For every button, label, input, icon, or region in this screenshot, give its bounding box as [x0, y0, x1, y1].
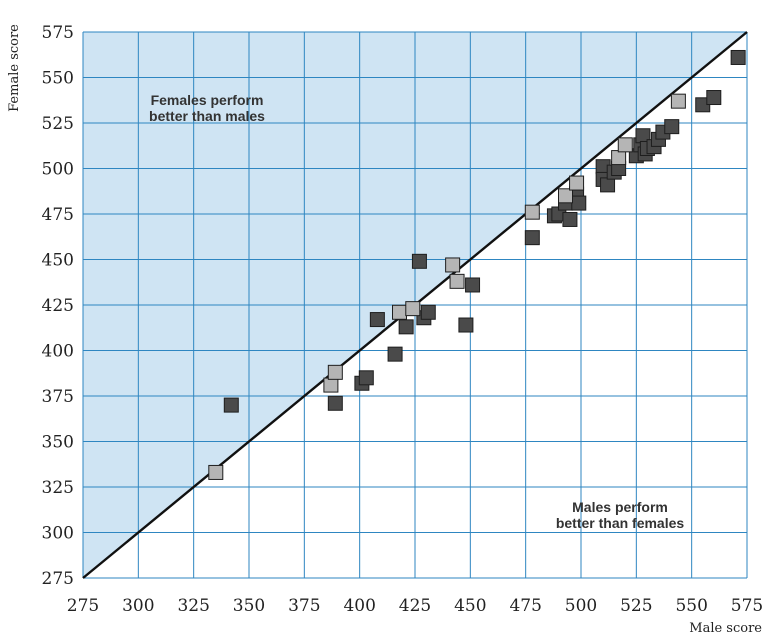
data-points [208, 49, 746, 480]
upper-region-label-line1: Females perform [151, 92, 264, 108]
light-square-point [670, 93, 686, 109]
upper-region-label-line2: better than males [149, 108, 265, 124]
y-tick-label: 500 [42, 160, 74, 180]
dark-square-point [562, 211, 578, 227]
lower-region-label-line2: better than females [556, 515, 685, 531]
y-tick-label: 350 [42, 433, 74, 453]
dark-square-point [664, 119, 680, 135]
light-square-point [323, 377, 339, 393]
y-tick-label: 400 [42, 342, 74, 362]
x-tick-label: 475 [509, 596, 541, 616]
dark-square-point [465, 277, 481, 293]
dark-square-point [327, 395, 343, 411]
dark-square-point [524, 230, 540, 246]
light-square-point [327, 364, 343, 380]
light-square-point [392, 304, 408, 320]
y-tick-label: 525 [42, 114, 74, 134]
y-tick-label: 300 [42, 524, 74, 544]
light-square-point [569, 175, 585, 191]
y-tick-label: 550 [42, 69, 74, 89]
light-square-point [524, 204, 540, 220]
x-tick-label: 425 [399, 596, 431, 616]
x-tick-label: 350 [233, 596, 265, 616]
x-tick-label: 375 [288, 596, 320, 616]
dark-square-point [411, 253, 427, 269]
tick-labels: 275 300 325 350 375 400 425 450 475 500 525 550 575 2… [42, 23, 764, 616]
y-tick-label: 375 [42, 387, 74, 407]
grid [82, 31, 748, 579]
y-tick-label: 575 [42, 23, 74, 43]
x-tick-label: 300 [122, 596, 154, 616]
light-square-point [558, 188, 574, 204]
dark-square-point [223, 397, 239, 413]
y-tick-label: 475 [42, 205, 74, 225]
x-tick-label: 575 [731, 596, 763, 616]
dark-square-point [571, 195, 587, 211]
x-tick-label: 500 [565, 596, 597, 616]
light-square-point [617, 137, 633, 153]
dark-square-point [369, 312, 385, 328]
x-tick-label: 325 [177, 596, 209, 616]
x-axis-title: Male score [689, 621, 762, 636]
lower-region-label-line1: Males perform [572, 499, 668, 515]
y-tick-label: 275 [42, 569, 74, 589]
y-tick-label: 450 [42, 251, 74, 271]
dark-square-point [706, 90, 722, 106]
light-square-point [208, 464, 224, 480]
y-axis-title: Female score [7, 24, 22, 112]
dark-square-point [398, 319, 414, 335]
y-tick-label: 425 [42, 296, 74, 316]
light-square-point [449, 273, 465, 289]
light-square-point [611, 150, 627, 166]
x-tick-label: 525 [620, 596, 652, 616]
dark-square-point [387, 346, 403, 362]
dark-square-point [458, 317, 474, 333]
dark-square-point [420, 304, 436, 320]
x-tick-label: 275 [67, 596, 99, 616]
y-tick-label: 325 [42, 478, 74, 498]
light-square-point [405, 301, 421, 317]
x-tick-label: 550 [675, 596, 707, 616]
dark-square-point [600, 177, 616, 193]
light-square-point [445, 257, 461, 273]
x-tick-label: 450 [454, 596, 486, 616]
dark-square-point [730, 49, 746, 65]
x-tick-label: 400 [343, 596, 375, 616]
dark-square-point [358, 370, 374, 386]
